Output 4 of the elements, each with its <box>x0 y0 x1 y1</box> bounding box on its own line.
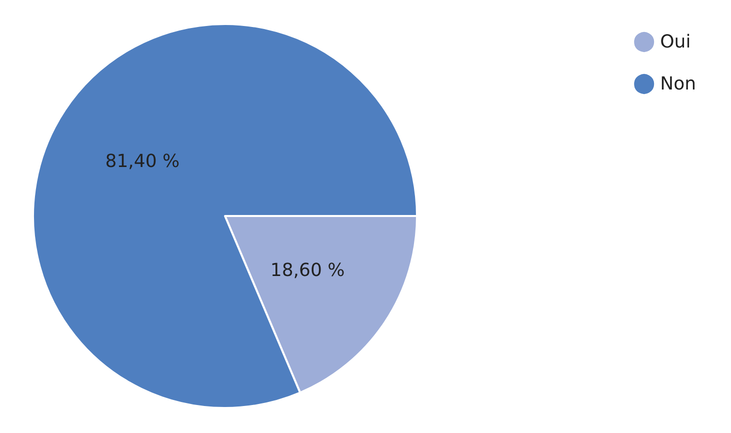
legend-label: Oui <box>660 32 691 52</box>
legend-label: Non <box>660 74 696 94</box>
data-label: 81,40 % <box>105 150 180 172</box>
data-label: 18,60 % <box>270 260 345 282</box>
